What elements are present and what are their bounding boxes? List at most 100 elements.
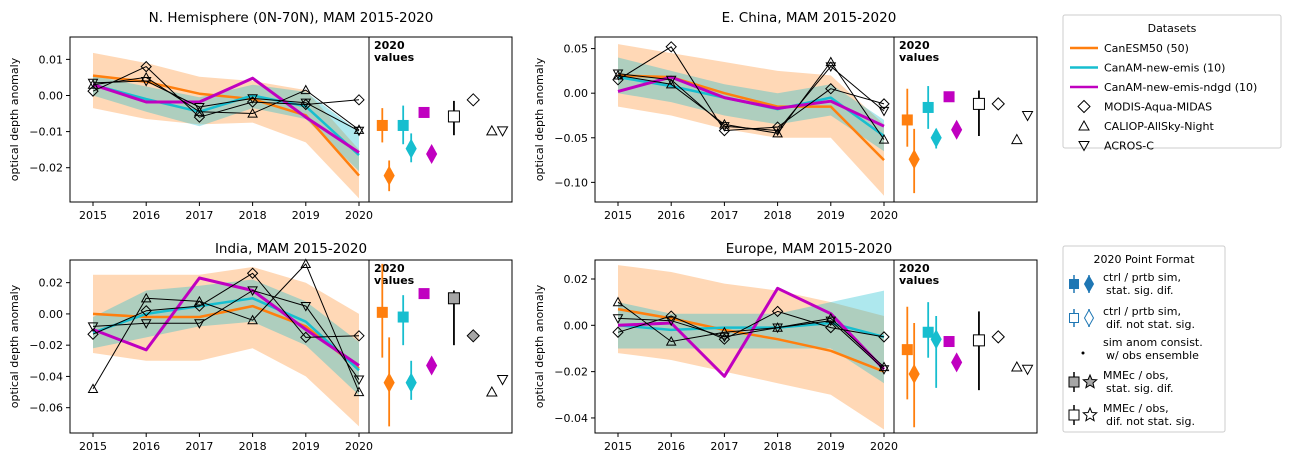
x-tick-label: 2017 [710,209,738,222]
legend-white-star-marker [1082,406,1098,422]
values-label-line2: values [374,274,415,287]
values-label-line1: 2020 [374,39,405,52]
series-line-caliop-allsky-night [92,263,360,393]
x-tick-label: 2018 [239,440,267,453]
series-line-canam-new-emis [92,297,360,372]
x-tick-label: 2017 [185,209,213,222]
values-label-line2: values [899,274,940,287]
caliop-2020-marker [485,386,498,397]
x-tick-label: 2015 [79,209,107,222]
y-tick-label: 0.00 [39,89,64,102]
canam-new-emis-ndgd-ctrl-marker [943,336,955,348]
point-acros-c [247,286,258,297]
legend-triangle-up-marker [1078,119,1090,131]
y-tick-label: 0.00 [564,87,589,100]
caliop-2020-marker [485,124,498,136]
point-acros-c [353,126,365,137]
series-line-canam-new-emis [92,83,360,157]
legend-dataset-label: CanESM50 (50) [1104,42,1189,55]
x-tick-label: 2016 [657,440,685,453]
point-acros-c [353,375,365,386]
point-caliop-allsky-night [719,326,730,337]
legend-dot-marker [1081,351,1085,355]
point-caliop-allsky-night [247,314,258,325]
x-tick-label: 2019 [817,209,845,222]
point-acros-c [878,106,890,117]
point-modis-aqua-midas [300,331,312,344]
x-tick-label: 2020 [870,440,898,453]
point-acros-c [719,122,730,132]
legend-triangle-down-marker [1078,141,1090,152]
legend-format-label: ctrl / prtb sim, [1103,271,1181,284]
x-tick-label: 2018 [764,440,792,453]
point-acros-c [194,319,205,329]
point-caliop-allsky-night [878,134,890,144]
point-acros-c [300,98,312,109]
y-tick-label: −0.04 [29,370,63,383]
axes-frame [594,259,1038,434]
point-acros-c [140,319,152,329]
series-line-canam-new-emis [617,321,885,339]
canesm50-ctrl-marker [376,119,388,131]
legend-format-label: MMEc / obs, [1103,402,1169,415]
canesm50-prtb-marker [383,165,395,186]
canam-new-emis-ndgd-prtb-marker [426,355,438,376]
values-label-line2: values [899,51,940,64]
y-axis-label: optical depth anomaly [533,57,546,181]
point-acros-c [665,316,677,327]
chart-panel-2: E. China, MAM 2015-2020 optical depth ano… [533,10,1038,222]
point-acros-c [825,316,837,327]
point-modis-aqua-midas [140,305,152,317]
x-tick-label: 2016 [657,209,685,222]
series-line-modis-aqua-midas [92,66,360,118]
mmec-marker [972,97,985,110]
x-tick-label: 2017 [185,440,213,453]
canam-new-emis-prtb-marker [405,138,417,159]
series-line-acros-c [92,290,360,380]
x-tick-label: 2016 [132,209,160,222]
legend-format-label: MMEc / obs, [1103,369,1169,382]
series-line-acros-c [617,317,885,370]
legend-dataset-label: CALIOP-AllSky-Night [1104,120,1214,133]
series-line-modis-aqua-midas [92,272,360,338]
mmec-marker [447,110,460,123]
x-tick-label: 2020 [345,440,373,453]
point-acros-c [825,62,837,72]
canam-new-emis-ndgd-prtb-marker [951,352,963,373]
point-caliop-allsky-night [772,127,783,138]
canam-new-emis-ctrl-marker [922,101,934,113]
x-tick-label: 2015 [604,440,632,453]
modis-2020-marker [466,93,480,107]
series-line-acros-c [92,80,360,132]
point-caliop-allsky-night [878,361,890,372]
series-line-canam-new-emis-ndgd [617,75,885,128]
point-modis-aqua-midas [665,41,677,53]
series-band-canam-new-emis [93,279,359,396]
series-line-caliop-allsky-night [617,301,885,368]
point-caliop-allsky-night [665,78,677,89]
series-line-canesm50 [617,74,885,161]
caliop-2020-marker [1010,360,1023,372]
legend-point-format-title: 2020 Point Format [1093,253,1195,266]
series-band-canesm50 [93,52,359,199]
x-tick-label: 2019 [292,209,320,222]
legend-format-label: ctrl / prtb sim, [1103,305,1181,318]
point-caliop-allsky-night [194,106,205,116]
x-tick-label: 2019 [817,440,845,453]
axes-frame [594,36,1038,203]
point-acros-c [194,102,205,113]
y-tick-label: 0.00 [564,319,589,332]
canesm50-ctrl-marker [901,114,913,126]
y-tick-label: 0.01 [39,53,64,66]
y-tick-label: −0.02 [29,162,63,175]
canam-new-emis-prtb-marker [930,127,942,148]
legend-format-label: sim anom consist. [1103,336,1203,349]
legend-datasets: Datasets CanESM50 (50) CanAM-new-emis (10… [1062,14,1282,153]
series-band-canam-new-emis [618,290,884,384]
legend-format-label: dif. not stat. sig. [1106,415,1195,428]
y-tick-label: −0.01 [29,126,63,139]
panel-title: E. China, MAM 2015-2020 [722,10,897,26]
point-acros-c [665,75,677,86]
canam-new-emis-prtb-marker [405,372,417,393]
